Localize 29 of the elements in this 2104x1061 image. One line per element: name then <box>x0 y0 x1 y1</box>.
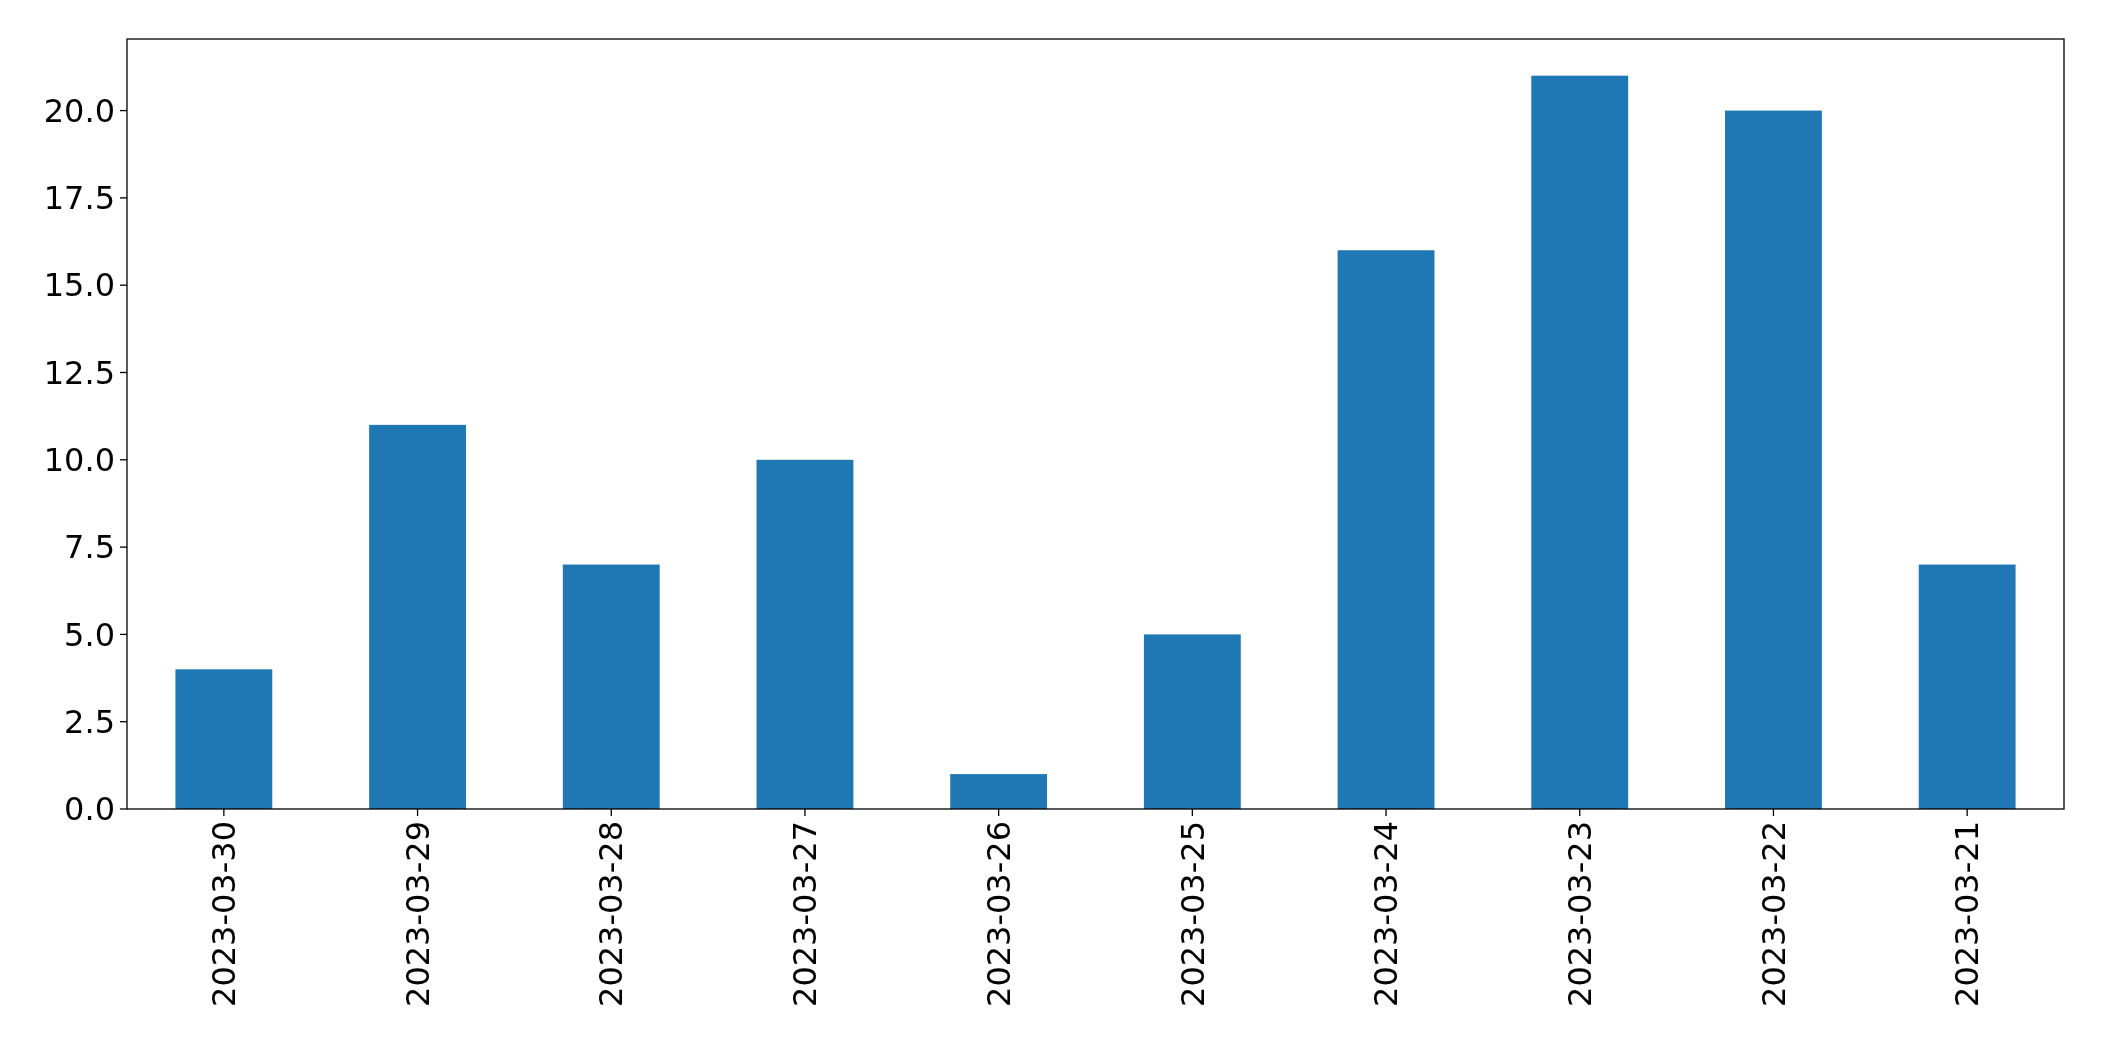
y-tick-label: 17.5 <box>43 179 115 218</box>
bar <box>1725 110 1822 809</box>
x-tick-label: 2023-03-24 <box>1367 821 1406 1007</box>
y-tick-label: 20.0 <box>43 91 115 130</box>
x-tick-label: 2023-03-23 <box>1560 821 1599 1007</box>
y-tick-label: 2.5 <box>64 702 115 741</box>
bar <box>562 564 660 809</box>
x-tick-label: 2023-03-28 <box>592 821 631 1007</box>
y-tick-label: 5.0 <box>64 615 115 654</box>
x-tick-label: 2023-03-22 <box>1754 821 1793 1007</box>
bar <box>1531 75 1629 809</box>
y-tick-label: 10.0 <box>43 440 115 479</box>
bar <box>950 774 1048 809</box>
bar <box>369 424 466 809</box>
bar <box>175 669 273 809</box>
x-tick-label: 2023-03-25 <box>1173 821 1212 1007</box>
x-tick-label: 2023-03-29 <box>398 821 437 1007</box>
x-tick-label: 2023-03-26 <box>979 821 1018 1007</box>
y-tick-label: 15.0 <box>43 266 115 305</box>
bar <box>756 459 854 809</box>
y-tick-label: 0.0 <box>64 790 115 829</box>
y-tick-label: 12.5 <box>43 353 115 392</box>
bar <box>1337 250 1435 809</box>
bar <box>1918 564 2016 809</box>
y-tick-label: 7.5 <box>64 528 115 567</box>
x-tick-label: 2023-03-21 <box>1948 821 1987 1007</box>
x-tick-label: 2023-03-30 <box>205 821 244 1007</box>
x-tick-label: 2023-03-27 <box>786 821 825 1007</box>
bar <box>1143 634 1241 809</box>
